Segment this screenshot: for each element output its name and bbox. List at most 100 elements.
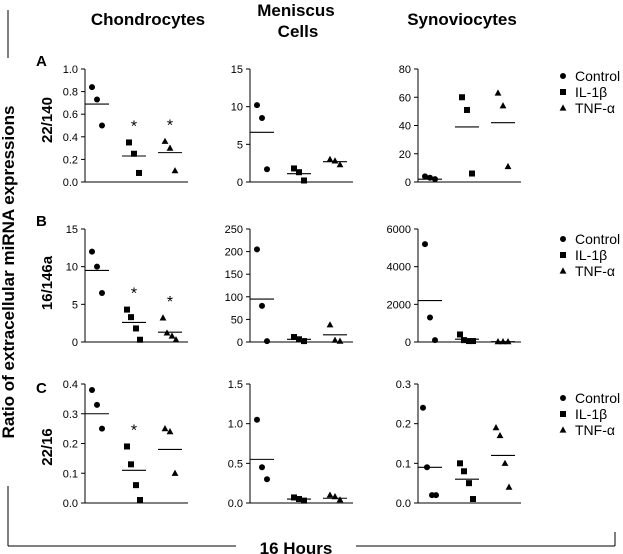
data-point-control bbox=[94, 263, 100, 270]
y-tick-label: 5 bbox=[72, 299, 78, 311]
y-tick-label: 0.0 bbox=[63, 498, 78, 510]
data-point-tnf bbox=[331, 157, 339, 164]
legend-marker-circle bbox=[560, 236, 566, 242]
panel-b-chondrocytes: 0 5 10 15 * * bbox=[66, 224, 188, 349]
data-point-control bbox=[420, 404, 426, 411]
data-point-il1 bbox=[466, 480, 472, 487]
data-point-tnf bbox=[168, 332, 176, 339]
data-point-il1 bbox=[128, 461, 134, 468]
y-tick-label: 2000 bbox=[387, 299, 411, 311]
data-point-tnf bbox=[166, 428, 174, 435]
row-letter-b: B bbox=[36, 213, 47, 230]
data-point-control bbox=[422, 173, 428, 180]
y-tick-label: 0 bbox=[405, 337, 411, 349]
y-tick-label: 0.0 bbox=[63, 177, 78, 189]
panel-c-chondrocytes: 0.0 0.1 0.2 0.3 0.4 * bbox=[63, 379, 188, 510]
data-point-tnf bbox=[161, 137, 169, 144]
legend-marker-circle bbox=[560, 73, 566, 79]
data-point-il1 bbox=[470, 496, 476, 503]
outer-ylabel-mask bbox=[0, 58, 18, 486]
y-tick-label: 4000 bbox=[387, 262, 411, 274]
data-point-il1 bbox=[301, 338, 307, 345]
data-point-tnf bbox=[326, 491, 334, 498]
panel-b-synoviocytes: 0 2000 4000 6000 bbox=[387, 224, 521, 349]
y-tick-label: 15 bbox=[66, 224, 78, 236]
data-point-control bbox=[259, 114, 265, 121]
data-point-il1 bbox=[457, 460, 463, 467]
y-tick-label: 0.5 bbox=[228, 458, 243, 470]
legend-label: TNF-α bbox=[575, 100, 615, 116]
y-tick-label: 0 bbox=[72, 337, 78, 349]
data-point-il1 bbox=[464, 106, 470, 113]
data-point-tnf bbox=[494, 89, 502, 96]
data-point-il1 bbox=[124, 443, 130, 450]
row-ylabel-b: 16/146a bbox=[39, 255, 56, 310]
significance-star: * bbox=[167, 117, 173, 134]
y-tick-label: 6000 bbox=[387, 224, 411, 236]
legend-label: IL-1β bbox=[575, 247, 607, 263]
column-title-meniscus-line1: Meniscus bbox=[257, 1, 334, 20]
row-ylabel-c: 22/16 bbox=[39, 428, 56, 466]
y-tick-label: 1.5 bbox=[228, 379, 243, 391]
panel-a-meniscus-cells: 0 5 10 15 bbox=[231, 64, 353, 189]
data-point-il1 bbox=[459, 94, 465, 101]
y-tick-label: 1.0 bbox=[63, 64, 78, 76]
data-point-il1 bbox=[457, 331, 463, 338]
y-tick-label: 0.0 bbox=[228, 498, 243, 510]
y-tick-label: 0.4 bbox=[63, 379, 78, 391]
y-tick-label: 40 bbox=[399, 121, 411, 133]
panel-b-meniscus-cells: 0 50 100 150 200 250 bbox=[225, 224, 353, 349]
data-point-control bbox=[427, 314, 433, 321]
y-tick-label: 0.3 bbox=[396, 379, 411, 391]
y-tick-label: 0.2 bbox=[396, 419, 411, 431]
significance-star: * bbox=[131, 286, 137, 303]
legend-label: IL-1β bbox=[575, 406, 607, 422]
data-point-control bbox=[264, 166, 270, 173]
data-point-tnf bbox=[504, 162, 512, 170]
y-tick-label: 0.3 bbox=[63, 409, 78, 421]
column-title-chondrocytes: Chondrocytes bbox=[91, 10, 205, 29]
y-tick-label: 100 bbox=[225, 292, 243, 304]
significance-star: * bbox=[131, 422, 137, 439]
data-point-control bbox=[94, 401, 100, 408]
data-point-control bbox=[264, 338, 270, 345]
row-letter-a: A bbox=[36, 53, 47, 70]
panel-a-chondrocytes: 0.0 0.2 0.4 0.6 0.8 1.0 * * bbox=[63, 64, 188, 189]
y-tick-label: 0.1 bbox=[396, 458, 411, 470]
data-point-tnf bbox=[326, 155, 334, 162]
data-point-tnf bbox=[496, 431, 504, 439]
data-point-il1 bbox=[136, 169, 142, 176]
data-point-control bbox=[259, 464, 265, 471]
y-tick-label: 10 bbox=[231, 102, 243, 114]
significance-star: * bbox=[131, 118, 137, 135]
data-point-tnf bbox=[171, 167, 179, 174]
data-point-control bbox=[264, 476, 270, 483]
data-point-il1 bbox=[128, 314, 134, 321]
y-tick-label: 80 bbox=[399, 64, 411, 76]
y-tick-label: 60 bbox=[399, 92, 411, 104]
significance-star: * bbox=[167, 294, 173, 311]
data-point-control bbox=[254, 246, 260, 253]
data-point-tnf bbox=[172, 336, 180, 343]
data-point-control bbox=[89, 248, 95, 255]
legend-marker-square bbox=[560, 411, 566, 417]
data-point-il1 bbox=[137, 336, 143, 343]
data-point-tnf bbox=[492, 424, 500, 431]
data-point-tnf bbox=[159, 314, 167, 321]
y-tick-label: 0.0 bbox=[396, 498, 411, 510]
y-tick-label: 10 bbox=[66, 262, 78, 274]
data-point-il1 bbox=[137, 497, 143, 504]
data-point-tnf bbox=[336, 337, 344, 344]
data-point-il1 bbox=[133, 325, 139, 332]
legend-marker-square bbox=[560, 89, 566, 95]
data-point-tnf bbox=[499, 102, 507, 109]
data-point-tnf bbox=[336, 496, 344, 503]
data-point-tnf bbox=[166, 144, 174, 151]
y-tick-label: 0.4 bbox=[63, 132, 78, 144]
data-point-il1 bbox=[126, 139, 132, 146]
y-tick-label: 20 bbox=[399, 149, 411, 161]
